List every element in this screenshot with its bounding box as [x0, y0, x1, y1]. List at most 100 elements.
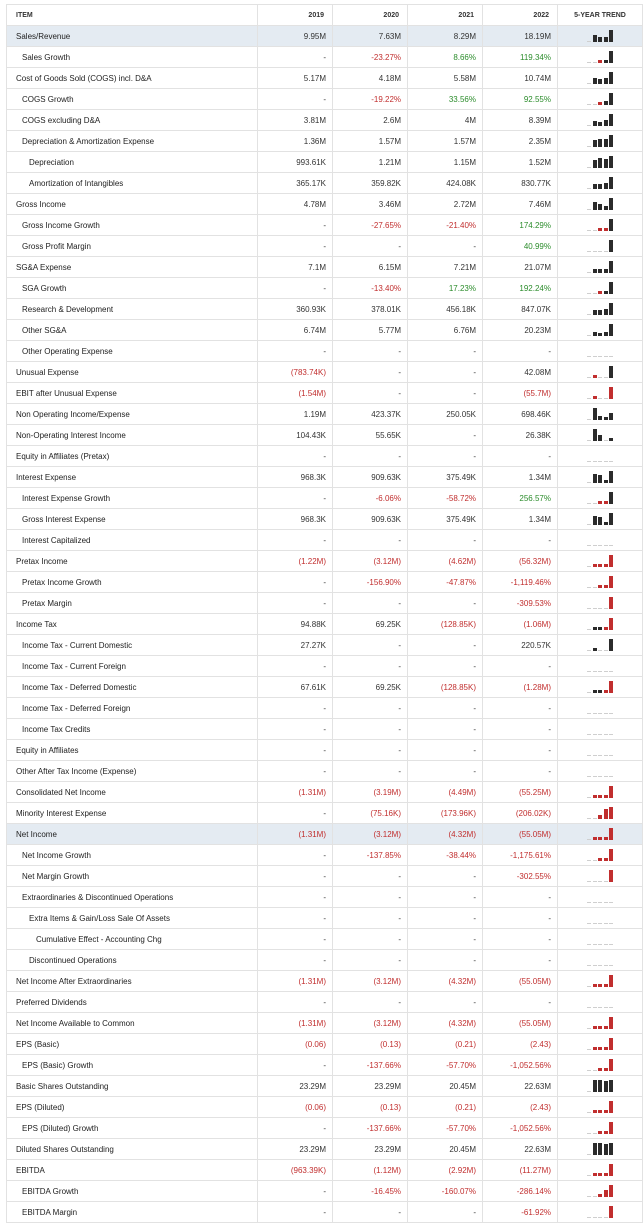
table-row[interactable]: Gross Profit Margin - - -40.99% — [6, 235, 643, 257]
trend-sparkline[interactable] — [557, 718, 643, 740]
trend-sparkline[interactable] — [557, 193, 643, 215]
table-row[interactable]: Interest Capitalized - - - - — [6, 529, 643, 551]
table-row[interactable]: Minority Interest Expense - (75.16K) (173.9… — [6, 802, 643, 824]
table-row[interactable]: Extraordinaries & Discontinued Operation… — [6, 886, 643, 908]
trend-sparkline[interactable] — [557, 634, 643, 656]
trend-sparkline[interactable] — [557, 508, 643, 530]
table-row[interactable]: Gross Interest Expense 968.3K 909.63K 375.4… — [6, 508, 643, 530]
table-row[interactable]: Net Income Growth - -137.85% -38.44% -1,175.… — [6, 844, 643, 866]
table-row[interactable]: EBITDA Growth - -16.45% -160.07% -286.14% — [6, 1180, 643, 1202]
column-header-2020[interactable]: 2020 — [332, 4, 408, 26]
trend-sparkline[interactable] — [557, 235, 643, 257]
table-row[interactable]: COGS Growth - -19.22% 33.56% 92.55% — [6, 88, 643, 110]
table-row[interactable]: Equity in Affiliates (Pretax) - - - - — [6, 445, 643, 467]
table-row[interactable]: EPS (Diluted) (0.06) (0.13) (0.21) (2.43) — [6, 1096, 643, 1118]
table-row[interactable]: Research & Development 360.93K 378.01K 456.… — [6, 298, 643, 320]
table-row[interactable]: Income Tax - Deferred Domestic 67.61K 69.2… — [6, 676, 643, 698]
trend-sparkline[interactable] — [557, 445, 643, 467]
table-row[interactable]: COGS excluding D&A 3.81M 2.6M 4M 8.39M — [6, 109, 643, 131]
table-row[interactable]: EPS (Diluted) Growth - -137.66% -57.70% -1,0… — [6, 1117, 643, 1139]
table-row[interactable]: EBITDA Margin - - - -61.92% — [6, 1201, 643, 1223]
trend-sparkline[interactable] — [557, 739, 643, 761]
table-row[interactable]: Interest Expense 968.3K 909.63K 375.49K 1.34… — [6, 466, 643, 488]
table-row[interactable]: Pretax Margin - - - -309.53% — [6, 592, 643, 614]
table-row[interactable]: SG&A Expense 7.1M 6.15M 7.21M 21.07M — [6, 256, 643, 278]
trend-sparkline[interactable] — [557, 1138, 643, 1160]
table-row[interactable]: Equity in Affiliates - - - - — [6, 739, 643, 761]
table-row[interactable]: Sales/Revenue 9.95M 7.63M 8.29M 18.19M — [6, 25, 643, 47]
table-row[interactable]: Pretax Income Growth - -156.90% -47.87% -1,1… — [6, 571, 643, 593]
trend-sparkline[interactable] — [557, 466, 643, 488]
trend-sparkline[interactable] — [557, 256, 643, 278]
trend-sparkline[interactable] — [557, 1096, 643, 1118]
table-row[interactable]: Other SG&A 6.74M 5.77M 6.76M 20.23M — [6, 319, 643, 341]
trend-sparkline[interactable] — [557, 46, 643, 68]
table-row[interactable]: Net Income Available to Common (1.31M) (3.… — [6, 1012, 643, 1034]
trend-sparkline[interactable] — [557, 424, 643, 446]
table-row[interactable]: Basic Shares Outstanding 23.29M 23.29M 20.4… — [6, 1075, 643, 1097]
trend-sparkline[interactable] — [557, 151, 643, 173]
trend-sparkline[interactable] — [557, 529, 643, 551]
trend-sparkline[interactable] — [557, 298, 643, 320]
trend-sparkline[interactable] — [557, 844, 643, 866]
table-row[interactable]: Sales Growth - -23.27% 8.66% 119.34% — [6, 46, 643, 68]
column-header-2021[interactable]: 2021 — [407, 4, 483, 26]
table-row[interactable]: Extra Items & Gain/Loss Sale Of Assets - -… — [6, 907, 643, 929]
table-row[interactable]: Preferred Dividends - - - - — [6, 991, 643, 1013]
table-row[interactable]: Depreciation 993.61K 1.21M 1.15M 1.52M — [6, 151, 643, 173]
trend-sparkline[interactable] — [557, 67, 643, 89]
trend-sparkline[interactable] — [557, 907, 643, 929]
trend-sparkline[interactable] — [557, 1033, 643, 1055]
trend-sparkline[interactable] — [557, 1201, 643, 1223]
trend-sparkline[interactable] — [557, 928, 643, 950]
trend-sparkline[interactable] — [557, 340, 643, 362]
table-row[interactable]: Non Operating Income/Expense 1.19M 423.37K… — [6, 403, 643, 425]
table-row[interactable]: Amortization of Intangibles 365.17K 359.82… — [6, 172, 643, 194]
trend-sparkline[interactable] — [557, 655, 643, 677]
trend-sparkline[interactable] — [557, 823, 643, 845]
table-row[interactable]: Income Tax - Deferred Foreign - - - - — [6, 697, 643, 719]
table-row[interactable]: Net Income After Extraordinaries (1.31M)(… — [6, 970, 643, 992]
trend-sparkline[interactable] — [557, 214, 643, 236]
trend-sparkline[interactable] — [557, 382, 643, 404]
trend-sparkline[interactable] — [557, 1117, 643, 1139]
table-row[interactable]: EBIT after Unusual Expense (1.54M) - - (55.7… — [6, 382, 643, 404]
column-header-2022[interactable]: 2022 — [482, 4, 558, 26]
table-row[interactable]: Interest Expense Growth - -6.06% -58.72% 256… — [6, 487, 643, 509]
trend-sparkline[interactable] — [557, 403, 643, 425]
table-row[interactable]: Income Tax - Current Foreign - - - - — [6, 655, 643, 677]
trend-sparkline[interactable] — [557, 1180, 643, 1202]
trend-sparkline[interactable] — [557, 991, 643, 1013]
table-row[interactable]: EPS (Basic) (0.06) (0.13) (0.21) (2.43) — [6, 1033, 643, 1055]
trend-sparkline[interactable] — [557, 697, 643, 719]
table-row[interactable]: Non-Operating Interest Income 104.43K 55.6… — [6, 424, 643, 446]
table-row[interactable]: SGA Growth - -13.40% 17.23% 192.24% — [6, 277, 643, 299]
table-row[interactable]: Diluted Shares Outstanding 23.29M 23.29M 20… — [6, 1138, 643, 1160]
trend-sparkline[interactable] — [557, 277, 643, 299]
table-row[interactable]: Discontinued Operations - - - - — [6, 949, 643, 971]
table-row[interactable]: Unusual Expense (783.74K) - -42.08M — [6, 361, 643, 383]
trend-sparkline[interactable] — [557, 319, 643, 341]
table-row[interactable]: Gross Income Growth - -27.65% -21.40% 174.29… — [6, 214, 643, 236]
trend-sparkline[interactable] — [557, 865, 643, 887]
trend-sparkline[interactable] — [557, 1054, 643, 1076]
trend-sparkline[interactable] — [557, 172, 643, 194]
trend-sparkline[interactable] — [557, 592, 643, 614]
trend-sparkline[interactable] — [557, 550, 643, 572]
table-row[interactable]: Gross Income 4.78M 3.46M 2.72M 7.46M — [6, 193, 643, 215]
trend-sparkline[interactable] — [557, 802, 643, 824]
table-row[interactable]: Depreciation & Amortization Expense 1.36M… — [6, 130, 643, 152]
trend-sparkline[interactable] — [557, 361, 643, 383]
trend-sparkline[interactable] — [557, 487, 643, 509]
trend-sparkline[interactable] — [557, 949, 643, 971]
table-row[interactable]: Net Margin Growth - - - -302.55% — [6, 865, 643, 887]
table-row[interactable]: Cost of Goods Sold (COGS) incl. D&A 5.17M… — [6, 67, 643, 89]
trend-sparkline[interactable] — [557, 1012, 643, 1034]
trend-sparkline[interactable] — [557, 760, 643, 782]
trend-sparkline[interactable] — [557, 613, 643, 635]
table-row[interactable]: EBITDA (963.39K) (1.12M) (2.92M) (11.27M) — [6, 1159, 643, 1181]
table-row[interactable]: Income Tax Credits - - - - — [6, 718, 643, 740]
table-row[interactable]: Other After Tax Income (Expense) - - - - — [6, 760, 643, 782]
trend-sparkline[interactable] — [557, 886, 643, 908]
trend-sparkline[interactable] — [557, 109, 643, 131]
